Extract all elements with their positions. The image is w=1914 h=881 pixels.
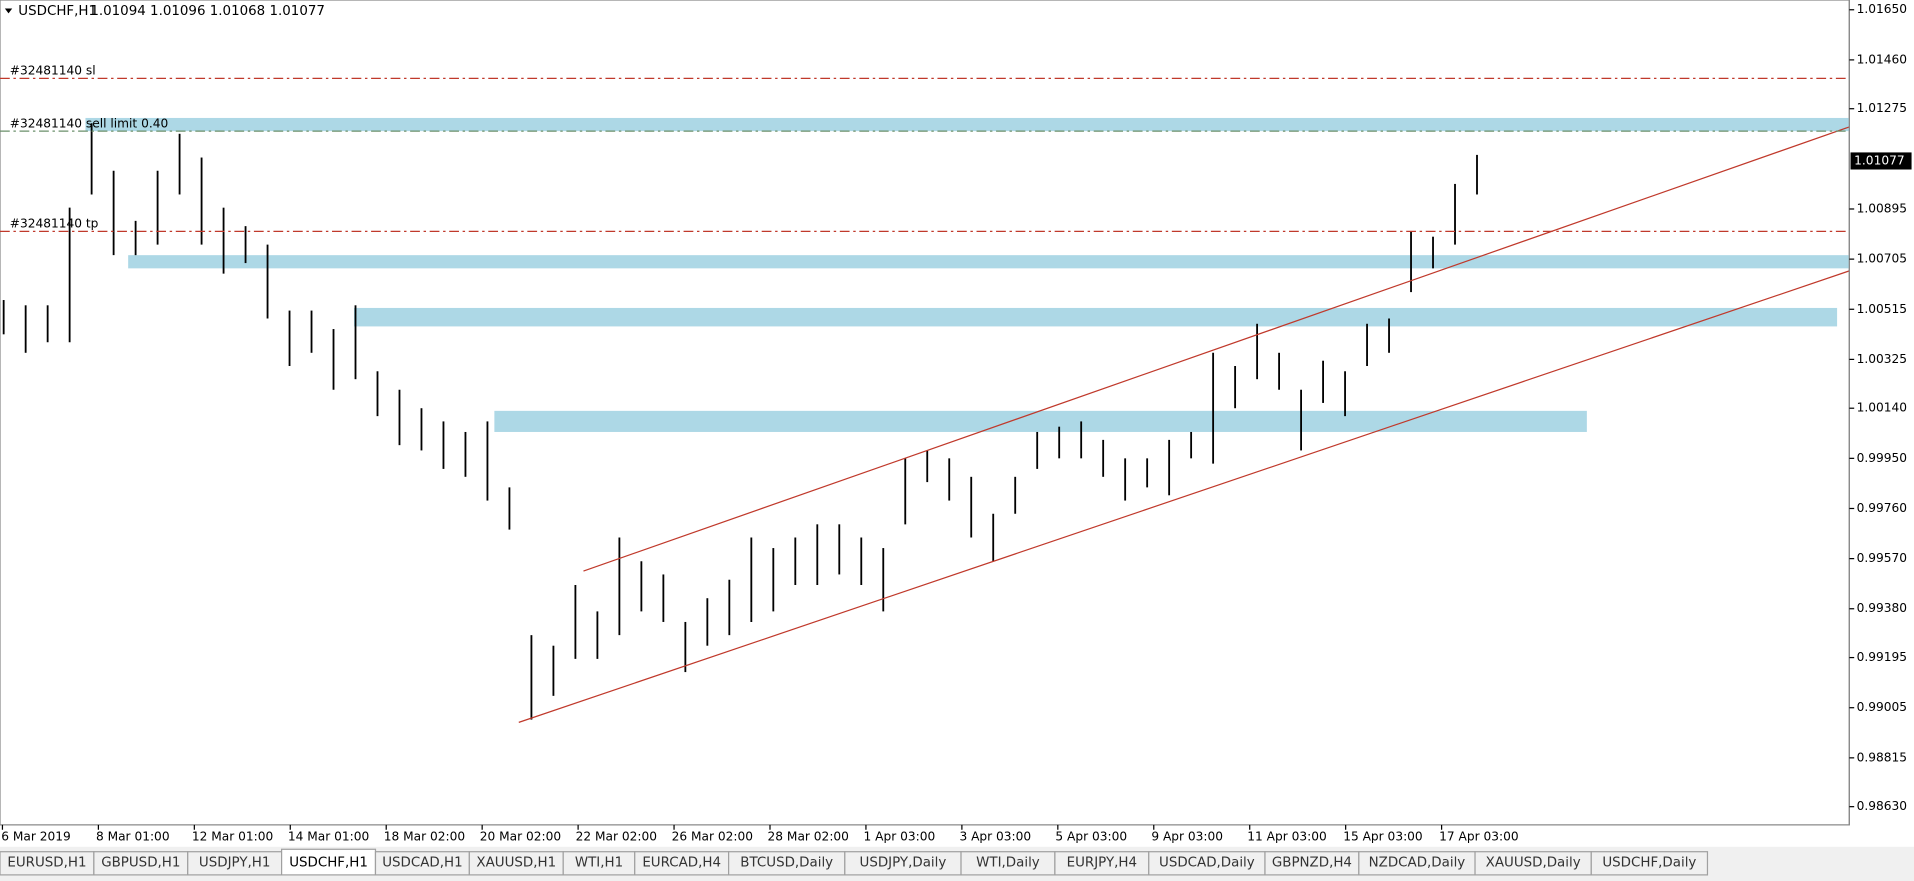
x-tick-label: 28 Mar 02:00 [768, 830, 849, 844]
tab-label: USDCAD,H1 [382, 856, 462, 871]
quote: 1.01094 1.01096 1.01068 1.01077 [90, 4, 325, 19]
y-tick-label: 0.99005 [1857, 700, 1907, 714]
channel-upper [583, 126, 1850, 572]
tab[interactable] [280, 848, 377, 876]
x-tick-label: 5 Apr 03:00 [1055, 830, 1127, 844]
x-tick-label: 1 Apr 03:00 [863, 830, 935, 844]
y-tick-label: 0.98815 [1857, 750, 1907, 764]
x-tick-label: 9 Apr 03:00 [1151, 830, 1223, 844]
x-tick-label: 8 Mar 01:00 [96, 830, 170, 844]
tab-label: EURJPY,H4 [1067, 856, 1137, 871]
zone [494, 410, 1587, 432]
y-tick-label: 0.99950 [1857, 451, 1907, 465]
y-tick-label: 0.99195 [1857, 650, 1907, 664]
tab-label: WTI,H1 [575, 856, 623, 871]
tab-label: GBPUSD,H1 [101, 856, 180, 871]
y-tick-label: 1.00325 [1857, 352, 1907, 366]
tab-label: BTCUSD,Daily [740, 856, 833, 871]
tab-label: USDCHF,Daily [1602, 856, 1696, 871]
order-label: #32481140 sl [10, 64, 96, 78]
channel-lower [518, 270, 1850, 723]
x-tick-label: 3 Apr 03:00 [959, 830, 1031, 844]
y-tick-label: 1.00705 [1857, 252, 1907, 266]
zone [85, 117, 1850, 132]
y-tick-label: 1.00140 [1857, 401, 1907, 415]
x-tick-label: 14 Mar 01:00 [288, 830, 369, 844]
y-tick-label: 1.01275 [1857, 101, 1907, 115]
order-label: #32481140 sell limit 0.40 [10, 116, 168, 130]
y-tick-label: 0.99570 [1857, 551, 1907, 565]
order-label: #32481140 tp [10, 217, 99, 231]
price-tag-label: 1.01077 [1854, 153, 1904, 167]
tab-label: XAUUSD,Daily [1486, 856, 1581, 871]
y-tick-label: 1.01650 [1857, 2, 1907, 16]
x-tick-label: 15 Apr 03:00 [1343, 830, 1422, 844]
tab-label: USDCAD,Daily [1159, 856, 1255, 871]
x-tick-label: 26 Mar 02:00 [672, 830, 753, 844]
price-tag [1850, 152, 1912, 170]
tab-label: EURUSD,H1 [7, 856, 86, 871]
y-tick-label: 0.98630 [1857, 799, 1907, 813]
tab-label: USDJPY,H1 [199, 856, 270, 871]
tab[interactable] [1590, 851, 1709, 876]
menu-arrow[interactable] [4, 8, 13, 14]
y-tick-label: 1.00515 [1857, 302, 1907, 316]
symbol: USDCHF,H1 [18, 4, 97, 19]
x-tick-label: 20 Mar 02:00 [480, 830, 561, 844]
x-tick-label: 11 Apr 03:00 [1247, 830, 1326, 844]
y-tick-label: 1.00895 [1857, 201, 1907, 215]
x-tick-label: 17 Apr 03:00 [1439, 830, 1518, 844]
tab-label: WTI,Daily [976, 856, 1040, 871]
tab-label: GBPNZD,H4 [1272, 856, 1352, 871]
tab-label: USDCHF,H1 [289, 856, 368, 871]
tab-label: EURCAD,H4 [642, 856, 721, 871]
tab-label: XAUUSD,H1 [476, 856, 556, 871]
x-tick-label: 6 Mar 2019 [1, 830, 71, 844]
tab-label: NZDCAD,Daily [1369, 856, 1466, 871]
zone [353, 307, 1838, 327]
x-tick-label: 18 Mar 02:00 [384, 830, 465, 844]
y-tick-label: 0.99760 [1857, 501, 1907, 515]
x-tick-label: 12 Mar 01:00 [192, 830, 273, 844]
y-tick-label: 1.01460 [1857, 52, 1907, 66]
zone [128, 255, 1850, 269]
x-tick-label: 22 Mar 02:00 [576, 830, 657, 844]
y-tick-label: 0.99380 [1857, 601, 1907, 615]
tab-label: USDJPY,Daily [860, 856, 947, 871]
